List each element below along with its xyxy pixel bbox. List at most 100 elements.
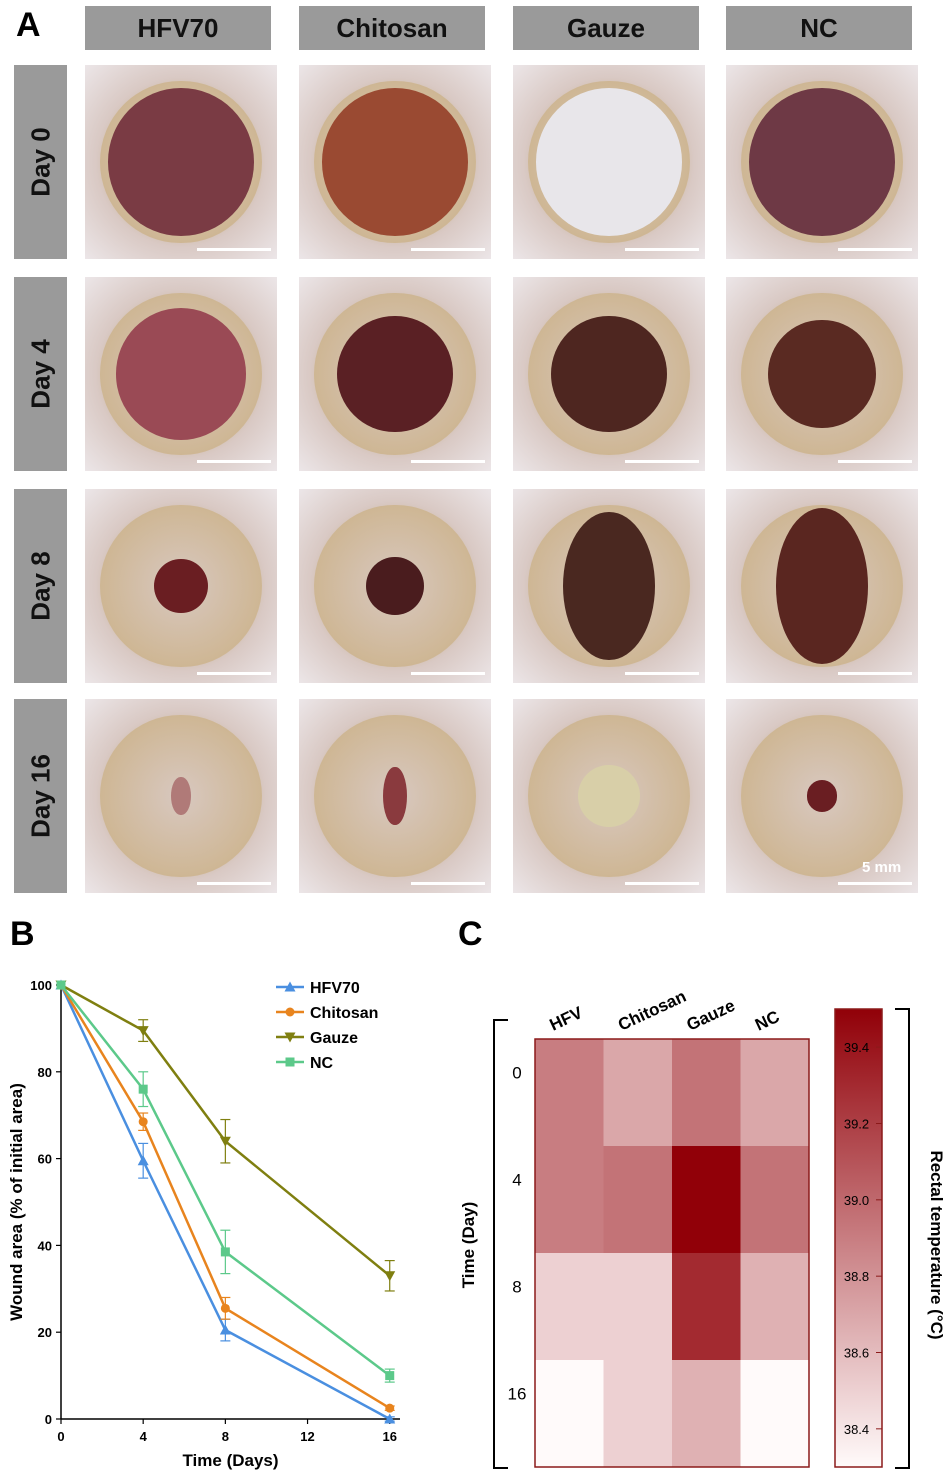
heatmap-cell-nc-day-16	[740, 1360, 810, 1468]
wound-photo-chitosan-day-8	[299, 489, 491, 683]
wound-photo-hfv70-day-16	[85, 699, 277, 893]
x-tick-label: 16	[382, 1429, 396, 1444]
data-point-gauze	[137, 1026, 149, 1037]
heatmap-cell-nc-day-4	[740, 1146, 810, 1254]
row-header-label: Day 16	[25, 754, 55, 838]
wound-photo-chitosan-day-16	[299, 699, 491, 893]
row-header-label: Day 0	[25, 127, 55, 197]
scale-bar	[197, 672, 271, 675]
wound-area	[806, 780, 838, 812]
series-chitosan	[56, 980, 395, 1413]
scale-bar	[625, 882, 699, 885]
heatmap-cell-nc-day-0	[740, 1039, 810, 1147]
scale-bar	[197, 248, 271, 251]
x-tick-label: 0	[57, 1429, 64, 1444]
x-tick-label: 4	[140, 1429, 148, 1444]
row-header-day-16: Day 16	[14, 699, 67, 893]
data-point-chitosan	[138, 1117, 148, 1127]
wound-photo-nc-day-8	[726, 489, 918, 683]
x-tick-label: 12	[300, 1429, 314, 1444]
colorbar-tick-label: 38.4	[844, 1422, 869, 1437]
heatmap-cell-hfv-day-16	[535, 1360, 604, 1468]
y-tick-label: 40	[38, 1238, 52, 1253]
wound-photo-hfv70-day-0	[85, 65, 277, 259]
wound-area	[536, 88, 682, 236]
wound-photo-gauze-day-8	[513, 489, 705, 683]
series-line-gauze	[60, 983, 391, 1277]
legend-marker-hfv70	[284, 981, 296, 992]
wound-area	[383, 766, 407, 826]
colorbar-tick-label: 39.0	[844, 1193, 869, 1208]
scale-bar	[197, 460, 271, 463]
scale-bar	[411, 460, 485, 463]
wound-area	[322, 88, 468, 236]
wound-area	[337, 315, 453, 433]
wound-area	[154, 558, 208, 614]
colorbar-tick-label: 38.6	[844, 1346, 869, 1361]
data-point-chitosan	[385, 1403, 395, 1413]
colorbar-tick-label: 39.2	[844, 1117, 869, 1132]
y-tick-label: 80	[38, 1065, 52, 1080]
wound-area	[775, 508, 869, 664]
row-header-day-8: Day 8	[14, 489, 67, 683]
panel-c-letter: C	[458, 915, 483, 953]
wound-photo-gauze-day-4	[513, 277, 705, 471]
data-point-chitosan	[220, 1303, 230, 1313]
wound-area	[171, 776, 191, 816]
y-axis-label: Wound area (% of initial area)	[7, 1083, 26, 1321]
legend-label-nc: NC	[310, 1055, 334, 1072]
legend-label-chitosan: Chitosan	[310, 1005, 378, 1022]
colorbar-tick-label: 38.8	[844, 1269, 869, 1284]
heatmap-cell-chitosan-day-4	[603, 1146, 673, 1254]
colorbar	[834, 1008, 883, 1468]
heatmap-cell-hfv-day-4	[535, 1146, 604, 1254]
scale-bar	[625, 248, 699, 251]
series-nc	[56, 980, 395, 1383]
y-tick-label: 100	[30, 978, 52, 993]
colorbar-label: Rectal temperature (°C)	[927, 1150, 946, 1339]
heatmap-cell-chitosan-day-8	[603, 1253, 673, 1361]
wound-area	[768, 319, 876, 429]
wound-photo-nc-day-16: 5 mm	[726, 699, 918, 893]
heatmap-cell-chitosan-day-0	[603, 1039, 673, 1147]
legend-marker-gauze	[284, 1032, 296, 1043]
legend-label-hfv70: HFV70	[310, 980, 360, 997]
panel-a-letter: A	[16, 6, 41, 44]
column-header-nc: NC	[726, 6, 912, 50]
wound-area	[562, 511, 656, 661]
wound-area	[578, 764, 640, 828]
data-point-nc	[56, 980, 66, 990]
row-label-day-4: 4	[512, 1171, 521, 1190]
row-header-label: Day 4	[25, 339, 55, 409]
heatmap-cell-chitosan-day-16	[603, 1360, 673, 1468]
data-point-nc	[385, 1371, 395, 1381]
column-header-gauze: Gauze	[513, 6, 699, 50]
column-header-chitosan: Chitosan	[299, 6, 485, 50]
row-header-day-4: Day 4	[14, 277, 67, 471]
row-label-day-8: 8	[512, 1278, 521, 1297]
data-point-gauze	[384, 1271, 396, 1282]
data-point-hfv70	[384, 1413, 396, 1424]
wound-area	[115, 308, 247, 440]
data-point-hfv70	[137, 1155, 149, 1166]
panel-b-letter: B	[10, 915, 35, 953]
heatmap-cell-gauze-day-8	[672, 1253, 741, 1361]
row-label-day-0: 0	[512, 1064, 521, 1083]
column-label-nc: NC	[752, 1007, 782, 1035]
data-point-gauze	[219, 1136, 231, 1147]
scale-bar	[625, 460, 699, 463]
wound-area	[551, 315, 667, 433]
scale-bar	[411, 248, 485, 251]
data-point-hfv70	[219, 1324, 231, 1335]
series-line-nc	[60, 984, 391, 1377]
scale-bar-label: 5 mm	[862, 859, 902, 876]
legend-label-gauze: Gauze	[310, 1030, 358, 1047]
column-label-hfv: HFV	[547, 1003, 586, 1035]
series-line-hfv70	[59, 984, 391, 1421]
scale-bar	[411, 882, 485, 885]
y-tick-label: 0	[45, 1412, 52, 1427]
wound-photo-hfv70-day-4	[85, 277, 277, 471]
series-hfv70	[55, 979, 396, 1424]
x-axis-label: Time (Days)	[182, 1451, 278, 1470]
wound-photo-chitosan-day-0	[299, 65, 491, 259]
